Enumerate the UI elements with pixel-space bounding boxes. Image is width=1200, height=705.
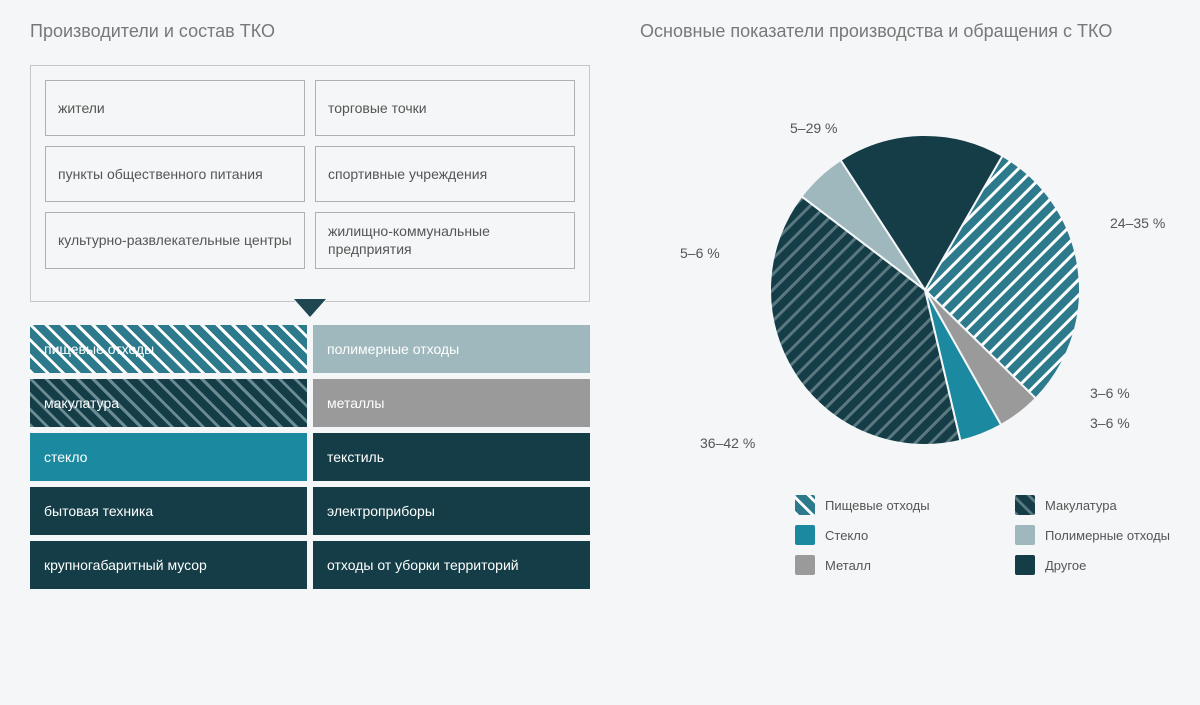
producer-box: торговые точки (315, 80, 575, 136)
waste-type-box: текстиль (313, 433, 590, 481)
legend-item: Стекло (795, 525, 995, 545)
pie-chart (770, 135, 1080, 445)
producer-box: спортивные учреждения (315, 146, 575, 202)
pie-label-paper: 36–42 % (700, 435, 755, 451)
pie-label-metal: 3–6 % (1090, 385, 1130, 401)
legend-swatch (795, 555, 815, 575)
legend-swatch (1015, 555, 1035, 575)
down-arrow-icon (294, 299, 326, 317)
legend-item: Полимерные отходы (1015, 525, 1200, 545)
producer-box: жители (45, 80, 305, 136)
waste-type-box: металлы (313, 379, 590, 427)
left-column: Производители и состав ТКО жителиторговы… (30, 20, 590, 685)
legend-label: Полимерные отходы (1045, 528, 1170, 543)
producer-box: пункты общественного питания (45, 146, 305, 202)
producer-box: культурно-развлекательные центры (45, 212, 305, 269)
waste-type-box: отходы от уборки территорий (313, 541, 590, 589)
producer-box: жилищно-коммунальные предприятия (315, 212, 575, 269)
legend-label: Другое (1045, 558, 1086, 573)
pie-label-polymer: 5–6 % (680, 245, 720, 261)
pie-chart-area: 24–35 % 3–6 % 3–6 % 36–42 % 5–6 % 5–29 % Пище… (640, 65, 1170, 685)
legend-item: Металл (795, 555, 995, 575)
waste-type-box: макулатура (30, 379, 307, 427)
producers-container: жителиторговые точкипункты общественного… (30, 65, 590, 287)
legend-swatch (1015, 525, 1035, 545)
legend-swatch (795, 495, 815, 515)
waste-types-grid: пищевые отходыполимерные отходымакулатур… (30, 325, 590, 589)
legend-label: Макулатура (1045, 498, 1117, 513)
legend-item: Пищевые отходы (795, 495, 995, 515)
bracket-connector (30, 287, 590, 321)
legend-label: Металл (825, 558, 871, 573)
waste-type-box: бытовая техника (30, 487, 307, 535)
legend-item: Другое (1015, 555, 1200, 575)
waste-type-box: крупногабаритный мусор (30, 541, 307, 589)
waste-type-box: стекло (30, 433, 307, 481)
legend-label: Пищевые отходы (825, 498, 930, 513)
left-title: Производители и состав ТКО (30, 20, 590, 43)
right-column: Основные показатели производства и обращ… (590, 20, 1170, 685)
legend-swatch (1015, 495, 1035, 515)
waste-type-box: полимерные отходы (313, 325, 590, 373)
pie-label-food: 24–35 % (1110, 215, 1165, 231)
legend-label: Стекло (825, 528, 868, 543)
legend-item: Макулатура (1015, 495, 1200, 515)
pie-legend: Пищевые отходы Макулатура Стекло Полимерные… (795, 495, 1200, 575)
pie-label-glass: 3–6 % (1090, 415, 1130, 431)
pie-label-other: 5–29 % (790, 120, 837, 136)
waste-type-box: пищевые отходы (30, 325, 307, 373)
waste-type-box: электроприборы (313, 487, 590, 535)
right-title: Основные показатели производства и обращ… (640, 20, 1170, 43)
legend-swatch (795, 525, 815, 545)
